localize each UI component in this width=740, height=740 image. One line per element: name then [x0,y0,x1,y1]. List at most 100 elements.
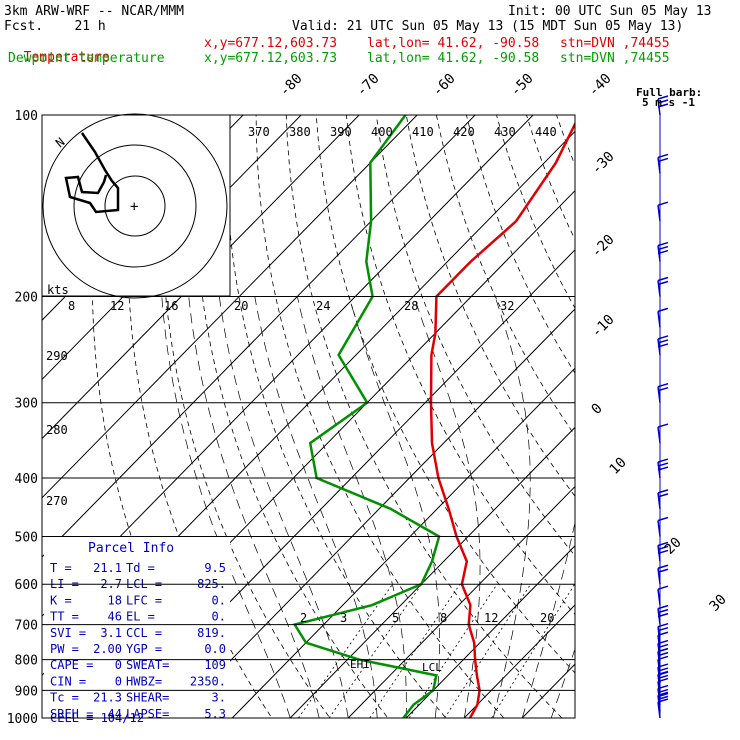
wind-barb-flag [657,622,669,628]
wind-barb-flag [657,626,669,632]
wind-barb-shaft [657,589,661,606]
wind-barb [657,585,669,606]
theta-label: 380 [289,125,311,139]
parcel-value: 9.5 [204,561,226,575]
wind-barb-flag [657,280,669,286]
parcel-key: SREH = [50,707,93,721]
wind-barb-flag [657,604,669,610]
hodograph-center-plus: + [130,199,138,215]
wind-barb [657,604,669,625]
wind-barb-flag [657,241,669,247]
pressure-label: 1000 [7,712,38,727]
hodograph-scale-label: 28 [404,299,418,313]
parcel-key: TT = [50,610,79,624]
dry-adiabat [193,115,389,718]
parcel-key: PW = [50,642,79,656]
wind-barb-shaft [657,568,661,585]
isotherm-label: -10 [589,312,618,341]
wind-barb-shaft [657,205,661,222]
wind-barb [657,516,669,537]
isotherm-line [42,115,534,617]
wind-barb-flag [657,568,669,573]
wind-barb-flag [657,339,669,344]
wind-barb [657,458,669,479]
temperature-xy: x,y=677.12,603.73 [204,36,338,51]
mixing-ratio-label: 8 [440,611,447,625]
mixing-ratio-line [491,583,575,718]
moist-adiabat [521,520,575,718]
parcel-key: Tc = [50,691,79,705]
pressure-label: 900 [15,684,38,699]
wind-barb-flag [657,516,669,522]
forecast-hour: Fcst. 21 h [4,19,106,34]
wind-barb-column: Full barb:5 m s -1 [636,86,702,719]
parcel-value: 46 [108,610,122,624]
isotherm-label: -50 [508,71,537,100]
dewpoint-xy: x,y=677.12,603.73 [204,51,338,66]
wind-barb-flag [657,335,669,340]
wind-barb-flag [657,585,669,590]
moist-adiabat [188,296,320,718]
parcel-value: 5.3 [204,707,226,721]
dewpoint-latlon: lat,lon= 41.62, -90.58 [367,51,540,66]
wind-barb-shaft [657,659,661,676]
wind-barb-flag [657,157,669,163]
wind-barb-shaft [657,635,661,652]
parcel-value: 0.0 [204,642,226,656]
isotherm-label: -30 [589,149,618,178]
wind-barb-flag [657,493,669,498]
hodograph-scale-label: 16 [164,299,178,313]
moist-adiabat [254,296,378,718]
parcel-value: 0 [115,658,122,672]
wind-barb-flag [657,549,669,555]
dewpoint-legend-label: Dewpoint temperature [8,51,165,66]
wind-barb-shaft [657,651,661,668]
dry-adiabat [436,115,575,437]
parcel-value: 2.00 [93,642,122,656]
theta-label: 390 [330,125,352,139]
moist-adiabat [348,296,440,718]
dry-adiabat [161,115,331,718]
wind-barb-flag [657,201,669,206]
wind-barb-flag [657,423,669,428]
wind-barb-flag [657,608,669,614]
hodograph-ring [73,144,197,268]
wind-barb-flag [657,307,669,313]
hodograph-units: kts [47,283,69,297]
isotherm-label: -40 [586,71,615,100]
parcel-value: 18 [108,593,122,607]
wind-barb-flag [657,386,669,392]
wind-barb-flag [657,612,669,618]
hodograph-scale-label: 32 [500,299,514,313]
wind-barb-flag [657,545,669,551]
parcel-key: SWEAT= [126,658,169,672]
wind-barb-flag [657,489,669,494]
isotherm-label: -20 [589,232,618,261]
moist-adiabat [218,296,349,718]
parcel-panel-bg [44,537,230,724]
wind-barb-shaft [657,626,661,643]
wind-barb-flag [657,99,669,104]
parcel-key: CIN = [50,674,86,688]
wind-barb-shaft [657,520,661,537]
wind-barb-flag [657,245,669,251]
wind-barb [657,153,669,174]
pressure-label: 800 [15,654,38,669]
isotherm-line [696,115,740,718]
parcel-key: Td = [126,561,155,575]
pressure-label: 500 [15,530,38,545]
wind-barb-flag [657,541,669,547]
mixing-ratio-line [444,583,531,718]
temperature-latlon: lat,lon= 41.62, -90.58 [367,36,540,51]
dry-adiabat [677,115,740,731]
wind-barb-shaft [657,426,661,444]
wind-barb-flag [657,458,669,463]
isotherm-label: 0 [589,401,606,418]
ehi-label: EHI [350,658,370,671]
pressure-label: 100 [15,109,38,124]
init-time: Init: 00 UTC Sun 05 May 13 [508,4,712,19]
wind-barb [657,95,669,116]
dry-adiabat [617,115,740,731]
